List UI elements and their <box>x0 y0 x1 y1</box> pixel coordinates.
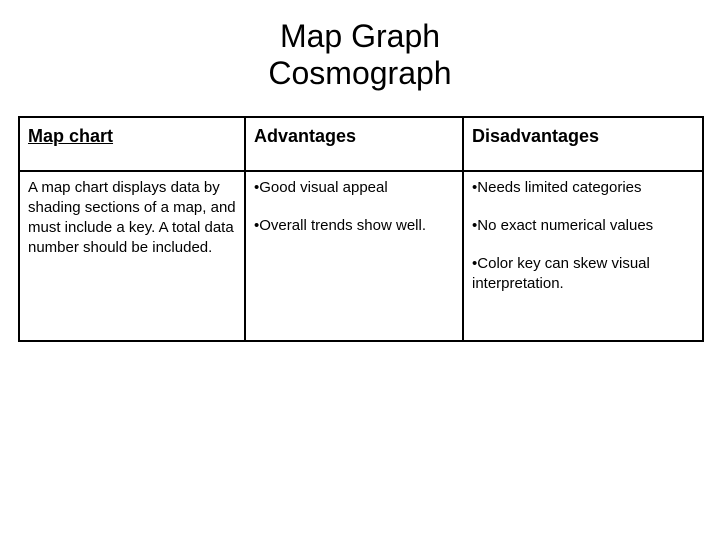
slide: Map Graph Cosmograph Map chart Advantage… <box>0 0 720 540</box>
disadvantages-list: •Needs limited categories •No exact nume… <box>472 178 694 295</box>
header-advantages-text: Advantages <box>254 126 356 146</box>
comparison-table: Map chart Advantages Disadvantages A map… <box>18 116 704 342</box>
header-map-chart: Map chart <box>19 117 245 171</box>
disadvantage-item: •No exact numerical values <box>472 216 694 236</box>
cell-advantages: •Good visual appeal •Overall trends show… <box>245 171 463 341</box>
advantage-item: •Overall trends show well. <box>254 216 454 236</box>
advantage-text: Overall trends show well. <box>259 217 426 234</box>
table-header-row: Map chart Advantages Disadvantages <box>19 117 703 171</box>
disadvantage-item: •Needs limited categories <box>472 178 694 198</box>
title-line-1: Map Graph <box>280 18 440 54</box>
slide-title: Map Graph Cosmograph <box>0 0 720 116</box>
header-disadvantages-text: Disadvantages <box>472 126 599 146</box>
disadvantage-text: Needs limited categories <box>477 179 641 196</box>
advantages-list: •Good visual appeal •Overall trends show… <box>254 178 454 237</box>
header-advantages: Advantages <box>245 117 463 171</box>
cell-description: A map chart displays data by shading sec… <box>19 171 245 341</box>
header-disadvantages: Disadvantages <box>463 117 703 171</box>
advantage-item: •Good visual appeal <box>254 178 454 198</box>
advantage-text: Good visual appeal <box>259 179 387 196</box>
table-body-row: A map chart displays data by shading sec… <box>19 171 703 341</box>
title-line-2: Cosmograph <box>268 55 451 91</box>
header-map-chart-text: Map chart <box>28 126 113 146</box>
disadvantage-text: Color key can skew visual interpretation… <box>472 255 650 292</box>
description-text: A map chart displays data by shading sec… <box>28 178 236 259</box>
disadvantage-text: No exact numerical values <box>477 217 653 234</box>
cell-disadvantages: •Needs limited categories •No exact nume… <box>463 171 703 341</box>
disadvantage-item: •Color key can skew visual interpretatio… <box>472 254 694 295</box>
